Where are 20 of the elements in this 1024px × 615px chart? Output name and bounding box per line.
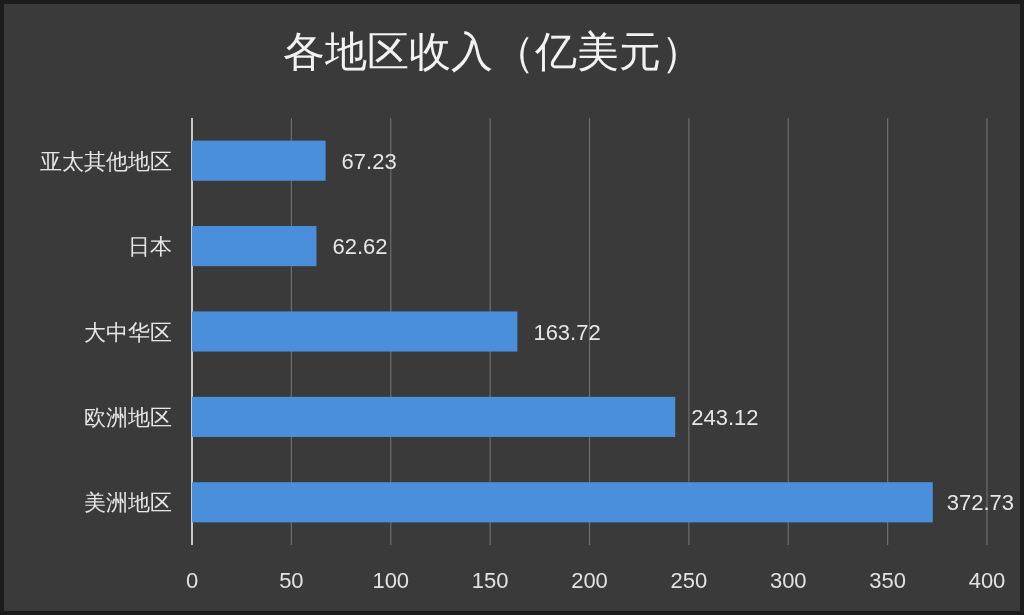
data-label: 163.72 (533, 319, 601, 345)
data-label: 67.23 (341, 148, 397, 174)
y-tick-label: 大中华区 (84, 319, 172, 345)
y-tick-label: 欧洲地区 (84, 404, 172, 430)
title: 各地区收入（亿美元） (283, 28, 703, 75)
x-tick-label: 150 (471, 568, 509, 593)
x-tick-label: 400 (968, 568, 1006, 593)
x-tick-label: 300 (769, 568, 807, 593)
x-tick-label: 100 (372, 568, 410, 593)
y-tick-label: 日本 (128, 234, 172, 260)
y-tick-label: 美洲地区 (84, 490, 172, 516)
data-label: 372.73 (946, 490, 1014, 516)
x-tick-label: 350 (869, 568, 906, 593)
x-tick-label: 250 (670, 568, 708, 593)
data-label: 62.62 (332, 234, 388, 260)
x-tick-label: 200 (571, 568, 608, 593)
data-label: 243.12 (691, 404, 759, 430)
x-tick-label: 0 (185, 568, 199, 593)
x-tick-label: 50 (279, 568, 304, 593)
y-tick-label: 亚太其他地区 (40, 148, 172, 174)
